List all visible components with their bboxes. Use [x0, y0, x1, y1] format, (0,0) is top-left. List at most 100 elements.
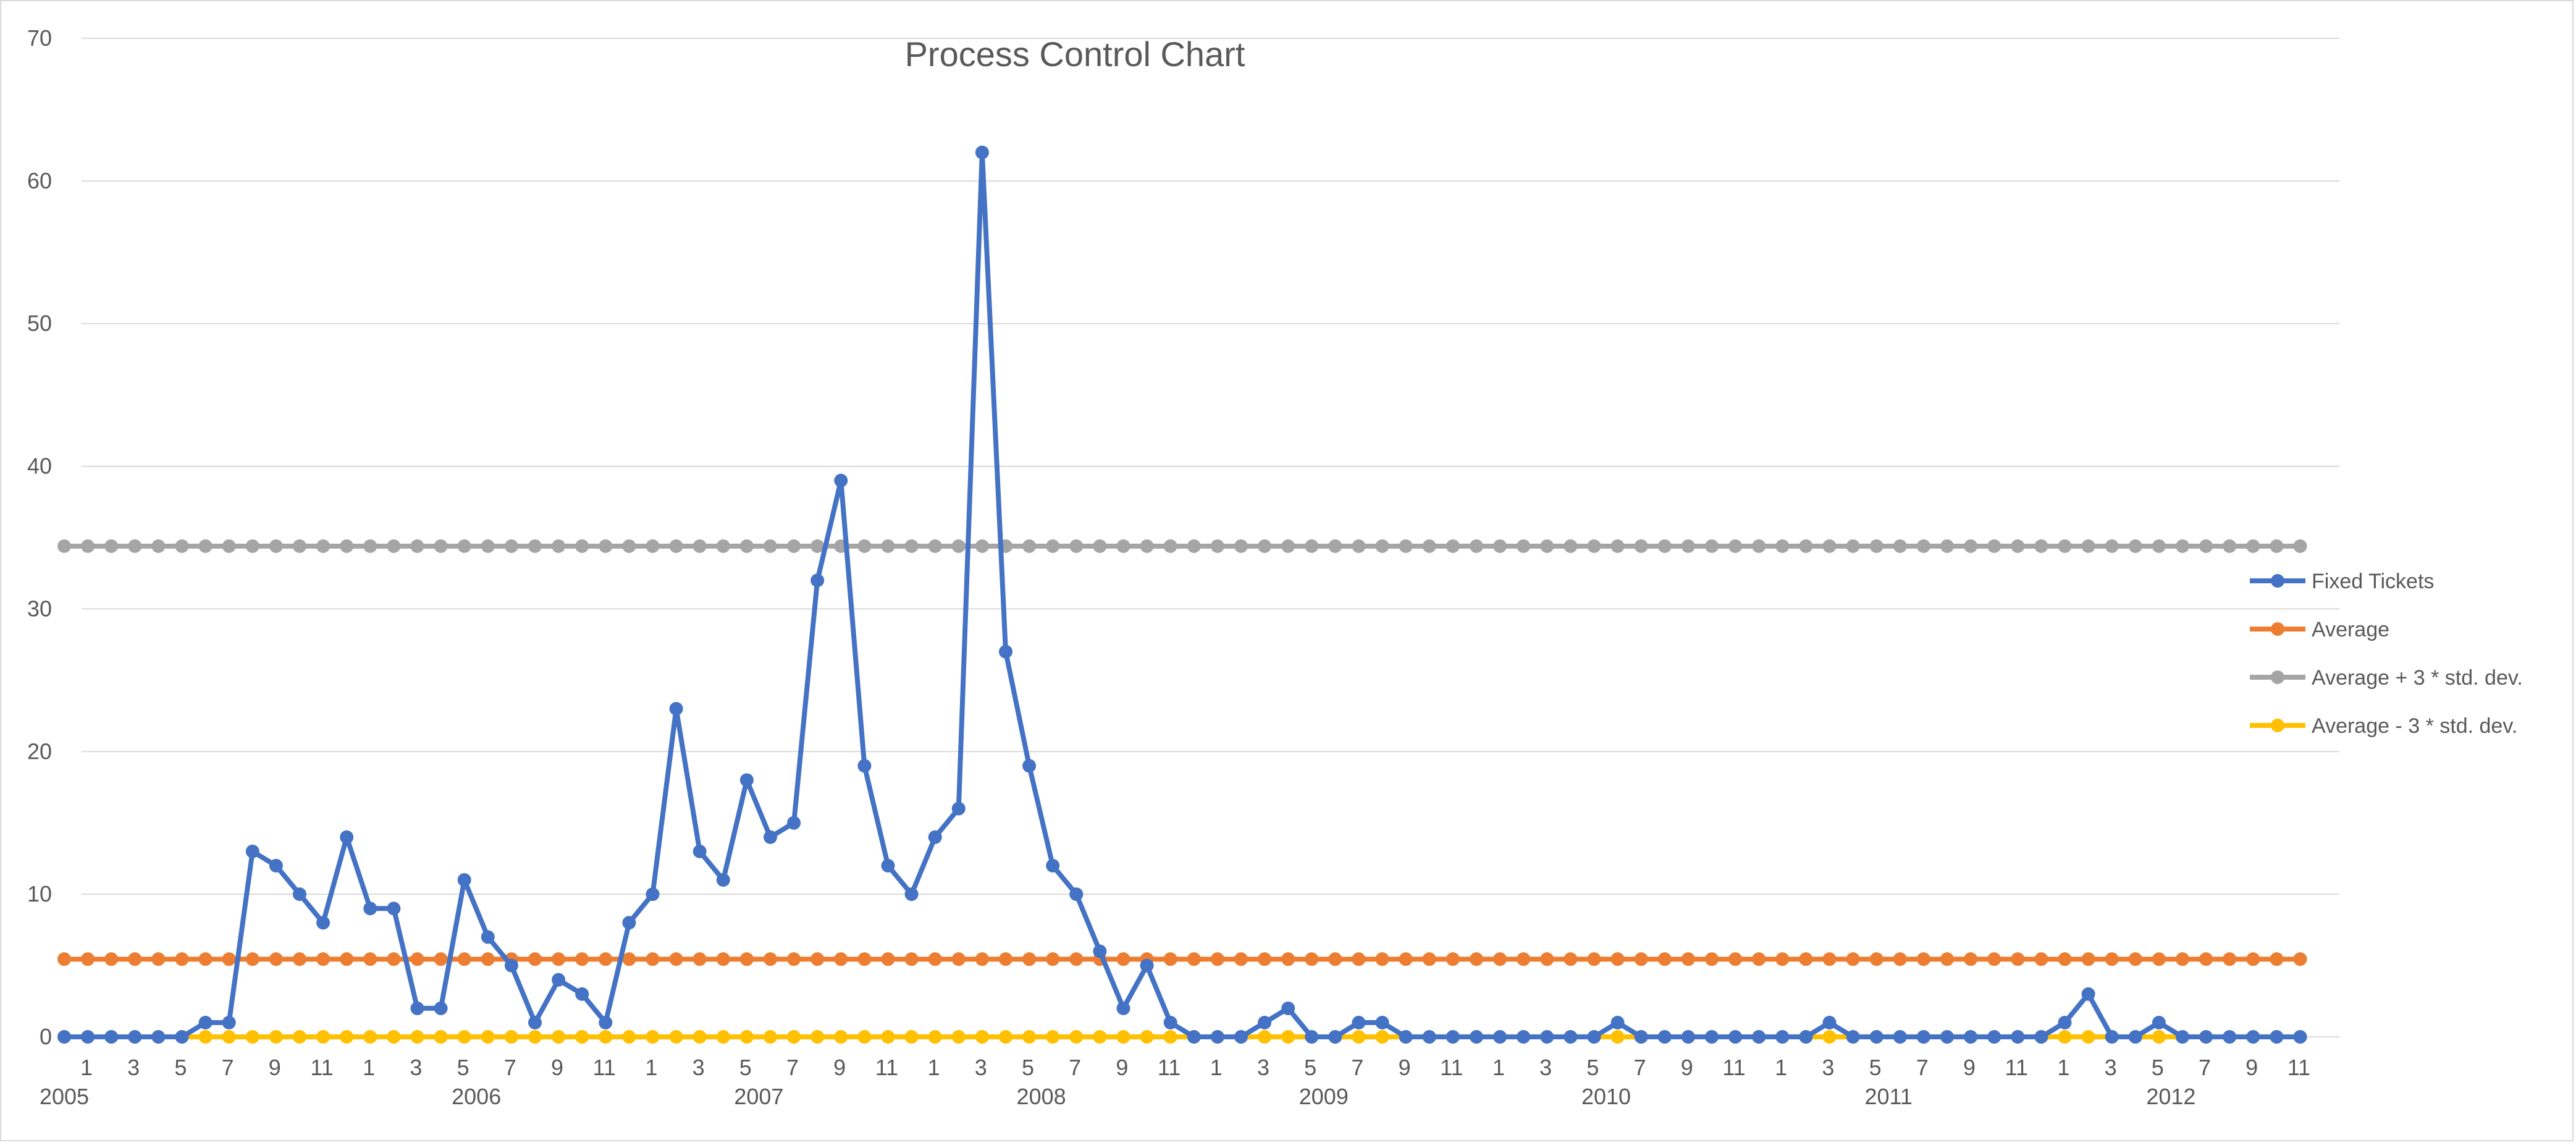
average-point [269, 952, 283, 966]
x-month-tick-label: 3 [1257, 1055, 1269, 1080]
average-point [1422, 952, 1436, 966]
fixed-tickets-point [599, 1015, 613, 1029]
average-point [787, 952, 801, 966]
avg-plus-3sd-point [1493, 539, 1507, 553]
fixed-tickets-point [481, 930, 495, 944]
fixed-tickets-point [410, 1001, 424, 1015]
x-month-tick-label: 3 [1822, 1055, 1834, 1080]
fixed-tickets-point [293, 887, 306, 902]
avg-minus-3sd-point [316, 1030, 330, 1044]
average-point [552, 952, 566, 966]
fixed-tickets-point [928, 830, 942, 844]
avg-plus-3sd-point [57, 539, 71, 553]
fixed-tickets-point [528, 1015, 542, 1029]
avg-plus-3sd-point [1610, 539, 1625, 553]
average-point [1681, 952, 1695, 966]
avg-plus-3sd-point [1728, 539, 1743, 553]
x-month-tick-label: 9 [551, 1055, 563, 1080]
y-tick-label: 50 [27, 311, 52, 336]
fixed-tickets-point [2176, 1030, 2189, 1044]
avg-plus-3sd-point [2128, 539, 2142, 553]
fixed-tickets-point [387, 902, 401, 916]
average-point [1940, 952, 1954, 966]
x-month-tick-label: 5 [174, 1055, 187, 1080]
x-month-tick-label: 3 [2105, 1055, 2117, 1080]
x-month-tick-label: 5 [1586, 1055, 1599, 1080]
avg-plus-3sd-point [1093, 539, 1107, 553]
average-point [434, 952, 448, 966]
average-point [2152, 952, 2166, 966]
average-point [575, 952, 589, 966]
fixed-tickets-point [1305, 1030, 1319, 1044]
x-month-tick-label: 11 [1440, 1055, 1463, 1080]
avg-plus-3sd-point [2176, 539, 2189, 553]
fixed-tickets-point [2152, 1015, 2166, 1029]
x-month-tick-label: 11 [875, 1055, 898, 1080]
avg-minus-3sd-point [787, 1030, 801, 1044]
fixed-tickets-point [1234, 1030, 1248, 1044]
avg-minus-3sd-point [387, 1030, 401, 1044]
x-month-tick-label: 9 [1399, 1055, 1411, 1080]
average-point [1258, 952, 1272, 966]
fixed-tickets-point [1657, 1030, 1672, 1044]
avg-plus-3sd-point [1846, 539, 1860, 553]
fixed-tickets-point [1587, 1030, 1601, 1044]
average-point [1328, 952, 1342, 966]
fixed-tickets-point [1022, 759, 1037, 773]
avg-minus-3sd-point [739, 1030, 754, 1044]
x-month-tick-label: 3 [692, 1055, 705, 1080]
avg-minus-3sd-point [434, 1030, 448, 1044]
fixed-tickets-point [1799, 1030, 1813, 1044]
legend-swatch-marker [2271, 719, 2284, 732]
average-point [2270, 952, 2284, 966]
average-point [1846, 952, 1860, 966]
x-month-tick-label: 7 [1916, 1055, 1929, 1080]
x-month-tick-label: 7 [222, 1055, 234, 1080]
average-point [1281, 952, 1295, 966]
average-point [128, 952, 142, 966]
fixed-tickets-point [1705, 1030, 1719, 1044]
average-point [764, 952, 777, 966]
avg-minus-3sd-point [481, 1030, 495, 1044]
x-month-tick-label: 7 [786, 1055, 799, 1080]
avg-plus-3sd-point [269, 539, 283, 553]
fixed-tickets-point [1752, 1030, 1766, 1044]
fixed-tickets-point [999, 644, 1012, 659]
fixed-tickets-point [340, 830, 354, 844]
average-point [1916, 952, 1930, 966]
x-month-tick-label: 1 [2057, 1055, 2069, 1080]
average-point [1964, 952, 1978, 966]
avg-plus-3sd-point [1587, 539, 1601, 553]
fixed-tickets-point [1964, 1030, 1978, 1044]
average-point [2011, 952, 2025, 966]
average-point [1022, 952, 1037, 966]
avg-plus-3sd-point [951, 539, 966, 553]
avg-plus-3sd-point [928, 539, 942, 553]
x-year-tick-label: 2006 [452, 1084, 501, 1109]
x-year-tick-label: 2009 [1299, 1084, 1349, 1109]
avg-plus-3sd-point [528, 539, 542, 553]
average-point [692, 952, 707, 966]
fixed-tickets-point [739, 773, 754, 787]
avg-plus-3sd-point [1446, 539, 1460, 553]
avg-plus-3sd-point [1564, 539, 1578, 553]
fixed-tickets-point [57, 1030, 71, 1044]
fixed-tickets-point [669, 702, 683, 716]
average-point [646, 952, 660, 966]
avg-plus-3sd-point [1540, 539, 1554, 553]
average-point [2293, 952, 2307, 966]
avg-plus-3sd-point [387, 539, 401, 553]
x-month-tick-label: 3 [410, 1055, 422, 1080]
avg-minus-3sd-point [834, 1030, 848, 1044]
x-month-tick-label: 11 [310, 1055, 333, 1080]
fixed-tickets-point [834, 473, 848, 488]
fixed-tickets-point [2223, 1030, 2237, 1044]
fixed-tickets-point [1328, 1030, 1342, 1044]
fixed-tickets-point [1069, 887, 1084, 902]
fixed-tickets-point [504, 958, 518, 973]
avg-plus-3sd-point [1046, 539, 1060, 553]
fixed-tickets-line [64, 150, 2300, 1039]
x-month-tick-label: 1 [363, 1055, 375, 1080]
x-month-tick-label: 7 [1351, 1055, 1363, 1080]
avg-plus-3sd-point [1328, 539, 1342, 553]
